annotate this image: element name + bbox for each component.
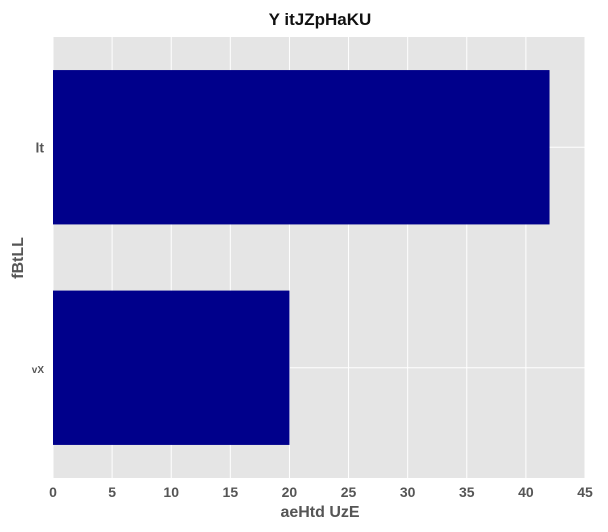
y-tick-label: vX: [32, 365, 45, 376]
y-axis-label: fBtLL: [10, 237, 27, 279]
x-axis-label: aeHtd UzE: [280, 504, 359, 521]
y-tick-labels: lt vX: [32, 139, 45, 376]
x-tick-label: 0: [49, 484, 57, 500]
x-tick-label: 20: [282, 484, 298, 500]
x-tick-label: 45: [577, 484, 593, 500]
x-tick-label: 25: [341, 484, 357, 500]
bar-vX: [53, 290, 290, 445]
bars: [53, 70, 550, 445]
chart-title: Y itJZpHaKU: [269, 10, 372, 29]
x-tick-labels: 0 5 10 15 20 25 30 35 40 45: [49, 484, 593, 500]
x-tick-label: 5: [108, 484, 116, 500]
x-tick-label: 15: [223, 484, 239, 500]
x-tick-label: 10: [163, 484, 179, 500]
y-tick-label: lt: [35, 139, 44, 155]
x-tick-label: 35: [459, 484, 475, 500]
x-tick-label: 40: [518, 484, 534, 500]
bar-lt: [53, 70, 550, 225]
x-tick-label: 30: [400, 484, 416, 500]
